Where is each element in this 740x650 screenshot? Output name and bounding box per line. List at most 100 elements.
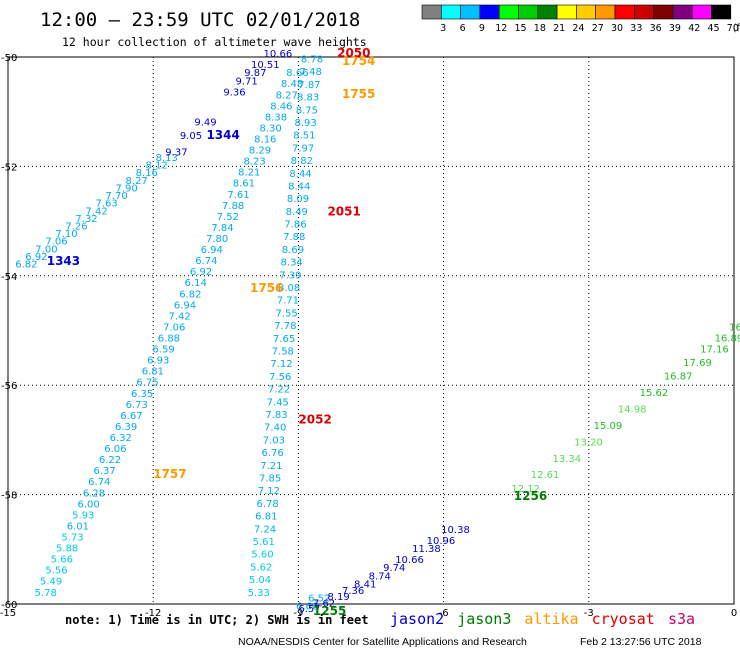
track-value: 6.32 <box>110 433 132 444</box>
track-value: 7.87 <box>298 80 320 91</box>
track-value: 7.55 <box>275 308 297 319</box>
track-value: 8.27 <box>126 176 148 187</box>
track-value: 6.92 <box>190 267 212 278</box>
track-value: 6.01 <box>67 521 89 532</box>
y-tick-label: -60 <box>1 600 17 611</box>
data-point-label: 9.74 <box>383 563 405 574</box>
track-value: 6.82 <box>15 260 37 271</box>
track-value: 7.52 <box>217 212 239 223</box>
data-point-label: 17.69 <box>683 358 712 369</box>
track-value: 6.88 <box>158 333 180 344</box>
track-value: 6.06 <box>104 444 126 455</box>
color-scale-label: 12 <box>495 23 507 34</box>
track-value: 6.74 <box>195 256 217 267</box>
track-value: 6.94 <box>201 245 223 256</box>
y-tick-label: -50 <box>1 53 17 64</box>
track-value: 8.61 <box>233 179 255 190</box>
pass-label: 1344 <box>206 128 239 142</box>
track-value: 6.39 <box>115 422 137 433</box>
track-value: 5.33 <box>248 588 270 599</box>
satellite-legend: jason2 jason3 altika cryosat s3a <box>390 610 695 628</box>
track-value: 6.67 <box>120 411 142 422</box>
track-value: 5.62 <box>250 562 272 573</box>
pass-label: 1756 <box>250 281 283 295</box>
track-value: 7.78 <box>274 321 296 332</box>
color-scale-label: 18 <box>534 23 546 34</box>
track-value: 7.88 <box>283 232 305 243</box>
track-value: 7.21 <box>260 461 282 472</box>
track-value: 7.97 <box>292 143 314 154</box>
color-scale-label: 42 <box>688 23 700 34</box>
track-value: 8.48 <box>281 79 303 90</box>
track-value: 7.26 <box>65 222 87 233</box>
color-scale-label: 21 <box>553 23 565 34</box>
color-swatch <box>711 4 732 20</box>
color-scale-label: 3 <box>440 23 446 34</box>
track-value: 7.12 <box>258 486 280 497</box>
track-value: 7.84 <box>211 223 233 234</box>
color-scale-label: 6 <box>460 23 466 34</box>
data-point-label: 9.49 <box>194 117 216 128</box>
data-point-label: 10.38 <box>441 525 470 536</box>
track-value: 6.81 <box>255 512 277 523</box>
y-tick-label: -58 <box>1 491 17 502</box>
track-value: 8.34 <box>281 258 303 269</box>
track-value: 5.60 <box>251 550 273 561</box>
track-value: 7.12 <box>270 359 292 370</box>
pass-label: 1343 <box>47 254 80 268</box>
data-point-label: 9.05 <box>180 131 202 142</box>
color-scale-label: 39 <box>669 23 681 34</box>
legend-altika: altika <box>524 610 578 628</box>
track-value: 5.49 <box>40 577 62 588</box>
track-value: 5.78 <box>35 588 57 599</box>
track-value: 5.93 <box>72 510 94 521</box>
data-point-label: 17.16 <box>700 344 729 355</box>
track-value: 8.16 <box>254 134 276 145</box>
data-point-label: 10.66 <box>264 49 293 60</box>
color-swatch <box>460 4 481 20</box>
color-swatch <box>691 4 712 20</box>
track-value: 7.83 <box>265 410 287 421</box>
track-value: 7.10 <box>55 229 77 240</box>
track-value: 8.83 <box>297 93 319 104</box>
timestamp-text: Feb 2 13:27:56 UTC 2018 <box>580 636 702 648</box>
track-value: 7.40 <box>264 423 286 434</box>
y-tick-label: -56 <box>1 381 17 392</box>
color-scale-label: 36 <box>650 23 662 34</box>
pass-label: 1255 <box>313 604 346 618</box>
footnote: note: 1) Time is in UTC; 2) SWH is in fe… <box>65 613 368 627</box>
track-value: 7.63 <box>95 199 117 210</box>
track-value: 6.59 <box>152 345 174 356</box>
data-point-label: 16.89 <box>715 333 740 344</box>
color-swatch <box>653 4 674 20</box>
legend-cryosat: cryosat <box>592 610 655 628</box>
pass-label: 2052 <box>298 412 331 426</box>
track-value: 7.86 <box>284 220 306 231</box>
track-value: 6.76 <box>262 448 284 459</box>
color-swatch <box>576 4 597 20</box>
track-value: 7.58 <box>272 347 294 358</box>
x-tick-label: -9 <box>293 608 303 619</box>
color-scale-label: 45 <box>708 23 720 34</box>
color-scale-unit: (ft) <box>733 23 740 34</box>
track-value: 8.27 <box>276 90 298 101</box>
data-point-label: 8.74 <box>369 571 391 582</box>
track-value: 8.30 <box>260 123 282 134</box>
color-scale-label: 24 <box>572 23 584 34</box>
data-point-label: 15.62 <box>640 388 669 399</box>
track-value: 6.93 <box>147 356 169 367</box>
data-point-label: 7.62 <box>313 599 335 610</box>
track-value: 7.24 <box>254 524 276 535</box>
track-value: 8.13 <box>156 153 178 164</box>
track-value: 8.78 <box>301 54 323 65</box>
track-value: 8.75 <box>296 105 318 116</box>
y-tick-label: -54 <box>1 272 17 283</box>
color-swatch <box>498 4 519 20</box>
track-value: 8.82 <box>291 156 313 167</box>
legend-jason3: jason3 <box>457 610 511 628</box>
color-swatch <box>537 4 558 20</box>
credit-text: NOAA/NESDIS Center for Satellite Applica… <box>238 636 527 648</box>
data-point-label: 10.66 <box>395 555 424 566</box>
